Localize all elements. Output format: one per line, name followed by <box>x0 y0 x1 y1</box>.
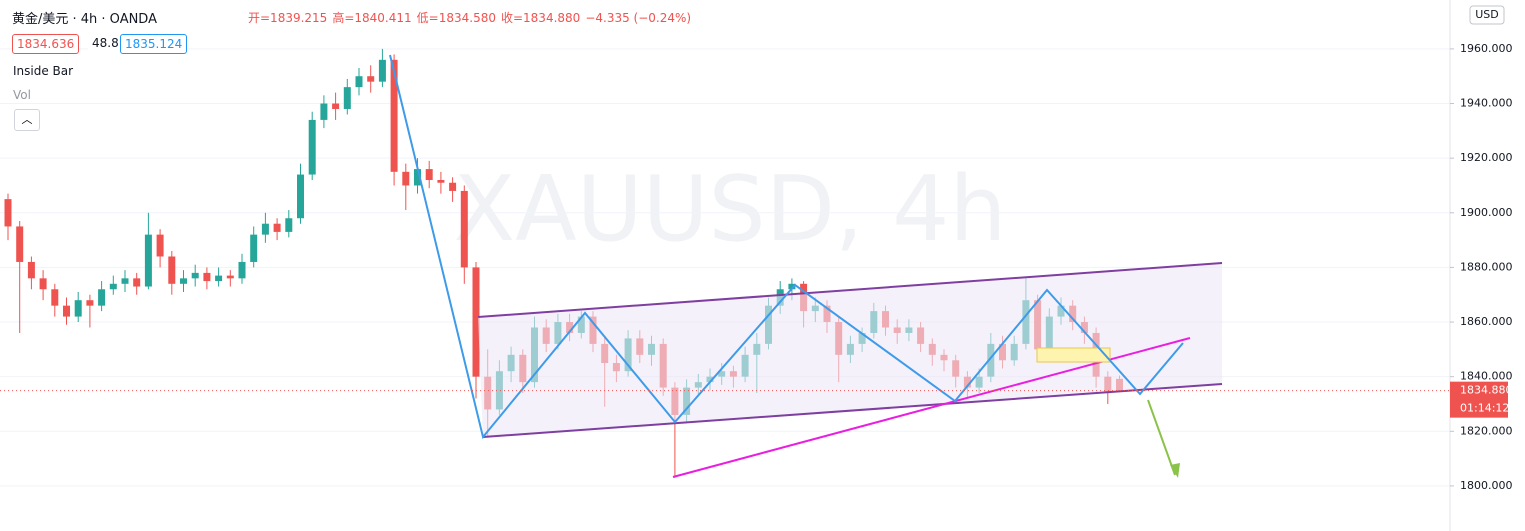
currency[interactable]: USD <box>1475 8 1499 21</box>
channel-upper <box>477 262 1223 318</box>
candle-body <box>402 171 410 186</box>
spread: 48.8 <box>88 34 123 52</box>
ohlc-legend: 开=1839.215 高=1840.411 低=1834.580 收=1834.880… <box>248 9 696 26</box>
countdown: 01:14:12 <box>1460 402 1509 415</box>
candle-body <box>86 300 94 306</box>
last-price-label: 1834.880 <box>1460 384 1513 397</box>
y-tick-label: 1820.000 <box>1460 424 1513 437</box>
candle-body <box>27 261 35 279</box>
zigzag <box>389 54 1184 440</box>
candle-body <box>51 289 59 306</box>
candle-body <box>168 256 176 284</box>
last-price-box <box>1450 381 1508 418</box>
candle-body <box>133 278 141 287</box>
candle-body <box>367 76 375 82</box>
candle-body <box>437 180 445 183</box>
candle-body <box>460 190 468 268</box>
channel-lower <box>482 383 1223 438</box>
candle-body <box>390 59 398 172</box>
y-tick-label: 1900.000 <box>1460 206 1513 219</box>
candle-body <box>4 199 12 227</box>
arrow-head <box>1170 463 1180 478</box>
candle-body <box>343 87 351 109</box>
candle-body <box>285 218 293 232</box>
candle-body <box>98 289 106 306</box>
candle-body <box>238 261 246 279</box>
zone <box>1036 347 1111 363</box>
candle-body <box>74 300 82 317</box>
candle-body <box>203 272 211 282</box>
y-tick-label: 1800.000 <box>1460 479 1513 492</box>
candle-body <box>355 76 363 88</box>
candle-body <box>308 119 316 175</box>
candle-body <box>39 278 47 290</box>
candle-body <box>250 234 258 262</box>
candle-body <box>63 305 70 317</box>
candle-body <box>16 226 24 262</box>
candle-body <box>449 182 457 191</box>
candle-body <box>156 234 164 257</box>
candle-body <box>273 223 281 232</box>
y-tick-label: 1860.000 <box>1460 315 1513 328</box>
legend-item: 收=1834.880 <box>500 11 581 25</box>
watermark: XAUUSD, 4h <box>454 157 1007 262</box>
channel-fill <box>478 263 1222 437</box>
candle-body <box>121 278 129 284</box>
legend-item: −4.335 (−0.24%) <box>585 11 692 25</box>
drawings <box>389 54 1223 478</box>
candle-body <box>320 103 328 120</box>
indicator[interactable]: Inside Bar <box>13 64 74 78</box>
y-tick-label: 1840.000 <box>1460 370 1513 383</box>
indicator[interactable]: Vol <box>13 88 31 102</box>
candle-body <box>180 278 187 284</box>
candle-body <box>425 169 433 181</box>
y-tick-label: 1960.000 <box>1460 42 1513 55</box>
candle-body <box>191 272 199 279</box>
y-tick-label: 1880.000 <box>1460 260 1513 273</box>
candle-body <box>215 275 223 282</box>
collapse-button[interactable]: ︿ <box>14 109 40 131</box>
candle-body <box>378 59 386 82</box>
forecast-arrow <box>1147 399 1176 476</box>
candle-body <box>144 234 152 287</box>
y-tick-label: 1920.000 <box>1460 151 1513 164</box>
legend-item: 高=1840.411 <box>332 11 412 25</box>
legend-item: 低=1834.580 <box>416 11 496 25</box>
symbol-title: 黄金/美元 · 4h · OANDA <box>12 12 157 27</box>
candle-body <box>332 103 340 109</box>
currency-box[interactable] <box>1469 5 1505 25</box>
legend-item: 开=1839.215 <box>248 11 328 25</box>
candle-body <box>297 174 304 219</box>
candle-body <box>261 223 269 235</box>
candle-body <box>472 267 480 377</box>
ask: 1835.124 <box>120 34 188 54</box>
candle-body <box>414 169 421 186</box>
y-tick-label: 1940.000 <box>1460 97 1513 110</box>
bid: 1834.636 <box>12 34 80 54</box>
candle-body <box>788 283 796 290</box>
candle-body <box>109 283 117 290</box>
candle-body <box>226 275 234 279</box>
